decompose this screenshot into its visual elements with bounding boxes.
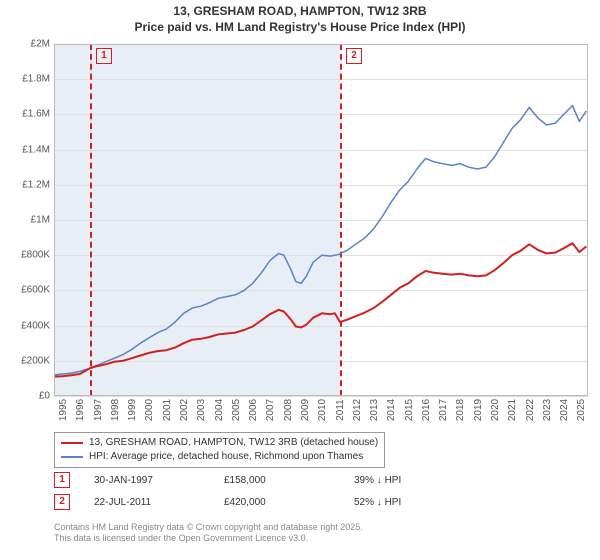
- sale-price: £420,000: [224, 497, 354, 508]
- sale-number-box: 2: [54, 494, 70, 510]
- y-tick-label: £0: [39, 391, 54, 402]
- chart-container: { "title_line1": "13, GRESHAM ROAD, HAMP…: [0, 0, 600, 560]
- series-hpi: [54, 106, 586, 375]
- y-tick-label: £2M: [31, 39, 54, 50]
- legend-swatch: [61, 456, 83, 458]
- plot-area: £0£200K£400K£600K£800K£1M£1.2M£1.4M£1.6M…: [54, 44, 588, 396]
- sale-compare: 39% ↓ HPI: [354, 475, 484, 486]
- sale-date: 22-JUL-2011: [94, 497, 224, 508]
- sale-compare: 52% ↓ HPI: [354, 497, 484, 508]
- legend-label: 13, GRESHAM ROAD, HAMPTON, TW12 3RB (det…: [89, 436, 378, 450]
- legend: 13, GRESHAM ROAD, HAMPTON, TW12 3RB (det…: [54, 432, 385, 468]
- chart-title: 13, GRESHAM ROAD, HAMPTON, TW12 3RB Pric…: [0, 0, 600, 35]
- legend-entry: 13, GRESHAM ROAD, HAMPTON, TW12 3RB (det…: [61, 436, 378, 450]
- y-tick-label: £600K: [21, 285, 54, 296]
- legend-entry: HPI: Average price, detached house, Rich…: [61, 450, 378, 464]
- y-tick-label: £1.8M: [22, 74, 54, 85]
- sale-price: £158,000: [224, 475, 354, 486]
- sale-date: 30-JAN-1997: [94, 475, 224, 486]
- y-tick-label: £200K: [21, 355, 54, 366]
- title-line-2: Price paid vs. HM Land Registry's House …: [135, 20, 466, 34]
- sale-row: 2 22-JUL-2011£420,00052% ↓ HPI: [54, 494, 594, 510]
- line-series: [54, 44, 588, 396]
- footnote: Contains HM Land Registry data © Crown c…: [54, 522, 363, 544]
- y-tick-label: £1.2M: [22, 179, 54, 190]
- legend-label: HPI: Average price, detached house, Rich…: [89, 450, 363, 464]
- series-price-paid: [54, 243, 586, 376]
- legend-swatch: [61, 442, 83, 444]
- sale-row: 1 30-JAN-1997£158,00039% ↓ HPI: [54, 472, 594, 488]
- y-tick-label: £1.4M: [22, 144, 54, 155]
- title-line-1: 13, GRESHAM ROAD, HAMPTON, TW12 3RB: [173, 4, 426, 18]
- footnote-line-1: Contains HM Land Registry data © Crown c…: [54, 522, 363, 532]
- y-tick-label: £1.6M: [22, 109, 54, 120]
- y-tick-label: £1M: [31, 215, 54, 226]
- sale-number-box: 1: [54, 472, 70, 488]
- y-tick-label: £800K: [21, 250, 54, 261]
- y-tick-label: £400K: [21, 320, 54, 331]
- footnote-line-2: This data is licensed under the Open Gov…: [54, 533, 308, 543]
